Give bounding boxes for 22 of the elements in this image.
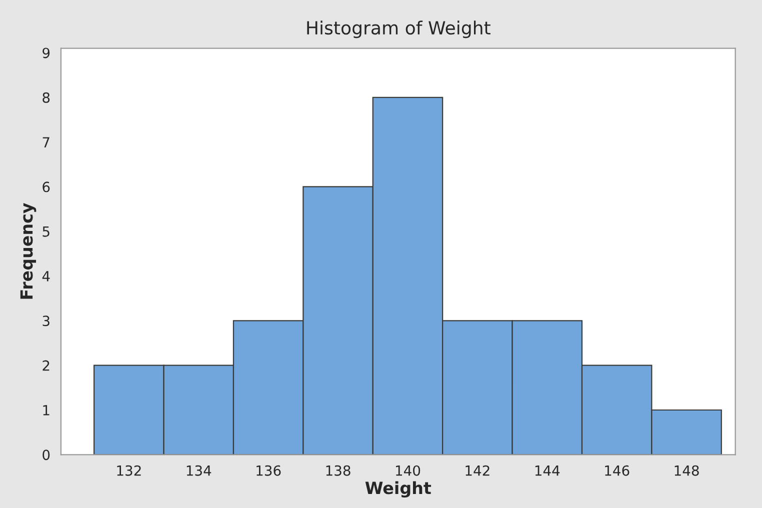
x-tick-label: 136	[256, 465, 281, 476]
y-tick-label: 1	[43, 405, 50, 416]
x-tick-label: 138	[326, 465, 350, 476]
x-tick-label: 146	[605, 465, 630, 476]
y-axis-title: Frequency	[20, 202, 36, 299]
y-tick-label: 8	[42, 92, 50, 103]
x-tick-label: 148	[674, 465, 699, 476]
x-tick-label: 140	[396, 465, 420, 476]
x-axis-title: Weight	[365, 481, 432, 498]
y-tick-label: 7	[42, 137, 50, 148]
chart-title: Histogram of Weight	[307, 20, 490, 38]
y-tick-label: 0	[42, 450, 50, 460]
y-tick-label: 3	[42, 316, 50, 326]
x-tick-label: 132	[117, 465, 141, 476]
y-tick-label: 6	[42, 182, 50, 192]
y-tick-label: 2	[42, 360, 50, 371]
x-tick-label: 144	[535, 466, 560, 476]
y-tick-label: 5	[42, 226, 50, 237]
y-tick-label: 4	[42, 271, 50, 282]
x-tick-label: 134	[186, 465, 212, 476]
y-tick-label: 9	[42, 48, 50, 58]
x-tick-label: 142	[466, 465, 490, 476]
